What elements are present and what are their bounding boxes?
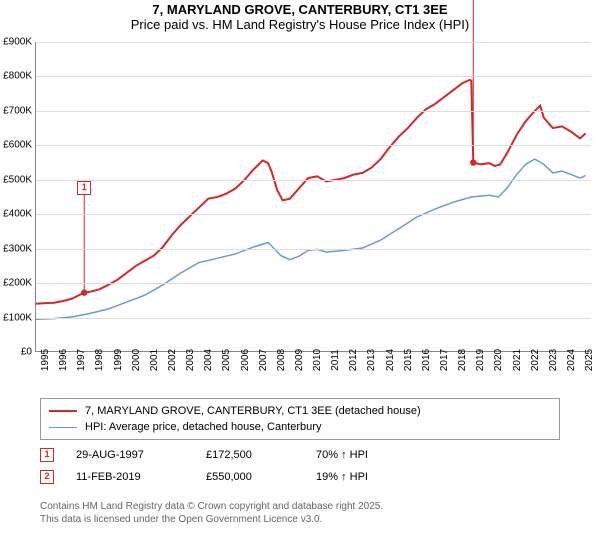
gridline-h: [36, 318, 591, 319]
gridline-h: [36, 111, 591, 112]
gridline-h: [36, 214, 591, 215]
x-axis-label: 2000: [131, 349, 142, 371]
legend-label: HPI: Average price, detached house, Cant…: [85, 421, 321, 433]
x-axis-label: 2009: [294, 349, 305, 371]
x-axis-label: 2007: [258, 349, 269, 371]
x-axis-label: 2006: [240, 349, 251, 371]
x-axis-label: 2011: [330, 349, 341, 371]
x-axis-label: 2016: [421, 349, 432, 371]
gridline-h: [36, 76, 591, 77]
x-axis-label: 2024: [566, 349, 577, 371]
x-axis-label: 1999: [113, 349, 124, 371]
gridline-h: [36, 180, 591, 181]
gridline-h: [36, 145, 591, 146]
y-axis-label: £700K: [0, 105, 32, 116]
footnote: Contains HM Land Registry data © Crown c…: [40, 500, 580, 526]
x-axis-label: 2025: [584, 349, 595, 371]
x-axis-label: 2014: [385, 349, 396, 371]
x-axis-label: 2015: [403, 349, 414, 371]
x-axis-label: 2005: [221, 349, 232, 371]
sale-date: 29-AUG-1997: [76, 449, 206, 461]
sale-row-marker: 1: [40, 448, 54, 462]
title-line1: 7, MARYLAND GROVE, CANTERBURY, CT1 3EE: [0, 2, 600, 17]
legend-item: HPI: Average price, detached house, Cant…: [49, 419, 551, 435]
x-axis-label: 2020: [493, 349, 504, 371]
x-axis-label: 2004: [203, 349, 214, 371]
gridline-h: [36, 42, 591, 43]
sale-marker-1: 1: [77, 181, 91, 195]
y-axis-label: £300K: [0, 243, 32, 254]
sale-hpi: 70% ↑ HPI: [316, 449, 436, 461]
y-axis-label: £800K: [0, 71, 32, 82]
x-axis-label: 1995: [40, 349, 51, 371]
x-axis-label: 2012: [348, 349, 359, 371]
sale-row-marker: 2: [40, 470, 54, 484]
x-axis-label: 2017: [439, 349, 450, 371]
legend-item: 7, MARYLAND GROVE, CANTERBURY, CT1 3EE (…: [49, 403, 551, 419]
x-axis-label: 2013: [366, 349, 377, 371]
legend-swatch: [49, 410, 77, 412]
y-axis-label: £900K: [0, 37, 32, 48]
y-axis-label: £200K: [0, 278, 32, 289]
title-block: 7, MARYLAND GROVE, CANTERBURY, CT1 3EE P…: [0, 0, 600, 32]
sale-date: 11-FEB-2019: [76, 471, 206, 483]
legend: 7, MARYLAND GROVE, CANTERBURY, CT1 3EE (…: [40, 398, 560, 440]
legend-label: 7, MARYLAND GROVE, CANTERBURY, CT1 3EE (…: [85, 405, 421, 417]
x-axis-label: 2008: [276, 349, 287, 371]
x-axis-label: 1996: [58, 349, 69, 371]
x-axis-label: 2002: [167, 349, 178, 371]
x-axis-label: 2022: [530, 349, 541, 371]
x-axis-label: 1998: [94, 349, 105, 371]
series-line-hpi: [36, 159, 586, 319]
x-axis-label: 2018: [457, 349, 468, 371]
y-axis-label: £0: [0, 347, 32, 358]
gridline-h: [36, 249, 591, 250]
sale-price: £172,500: [206, 449, 316, 461]
sales-table: 1 29-AUG-1997£172,50070% ↑ HPI 2 11-FEB-201…: [40, 444, 560, 488]
title-line2: Price paid vs. HM Land Registry's House …: [0, 17, 600, 32]
sale-price: £550,000: [206, 471, 316, 483]
y-axis-label: £600K: [0, 140, 32, 151]
y-axis-label: £400K: [0, 209, 32, 220]
x-axis-label: 2001: [149, 349, 160, 371]
x-axis-label: 1997: [76, 349, 87, 371]
footnote-line2: This data is licensed under the Open Gov…: [40, 513, 580, 526]
footnote-line1: Contains HM Land Registry data © Crown c…: [40, 500, 580, 513]
sale-hpi: 19% ↑ HPI: [316, 471, 436, 483]
gridline-h: [36, 283, 591, 284]
x-axis-label: 2003: [185, 349, 196, 371]
x-axis-label: 2010: [312, 349, 323, 371]
y-axis-label: £500K: [0, 174, 32, 185]
chart-container: 7, MARYLAND GROVE, CANTERBURY, CT1 3EE P…: [0, 0, 600, 560]
line-svg: [36, 42, 591, 352]
plot-area: £0£100K£200K£300K£400K£500K£600K£700K£80…: [35, 42, 590, 352]
x-axis-label: 2023: [548, 349, 559, 371]
x-axis-label: 2021: [512, 349, 523, 371]
sale-row: 1 29-AUG-1997£172,50070% ↑ HPI: [40, 444, 560, 466]
chart-area: £0£100K£200K£300K£400K£500K£600K£700K£80…: [35, 42, 590, 352]
x-axis-label: 2019: [475, 349, 486, 371]
sale-row: 2 11-FEB-2019£550,00019% ↑ HPI: [40, 466, 560, 488]
legend-swatch: [49, 427, 77, 428]
y-axis-label: £100K: [0, 312, 32, 323]
